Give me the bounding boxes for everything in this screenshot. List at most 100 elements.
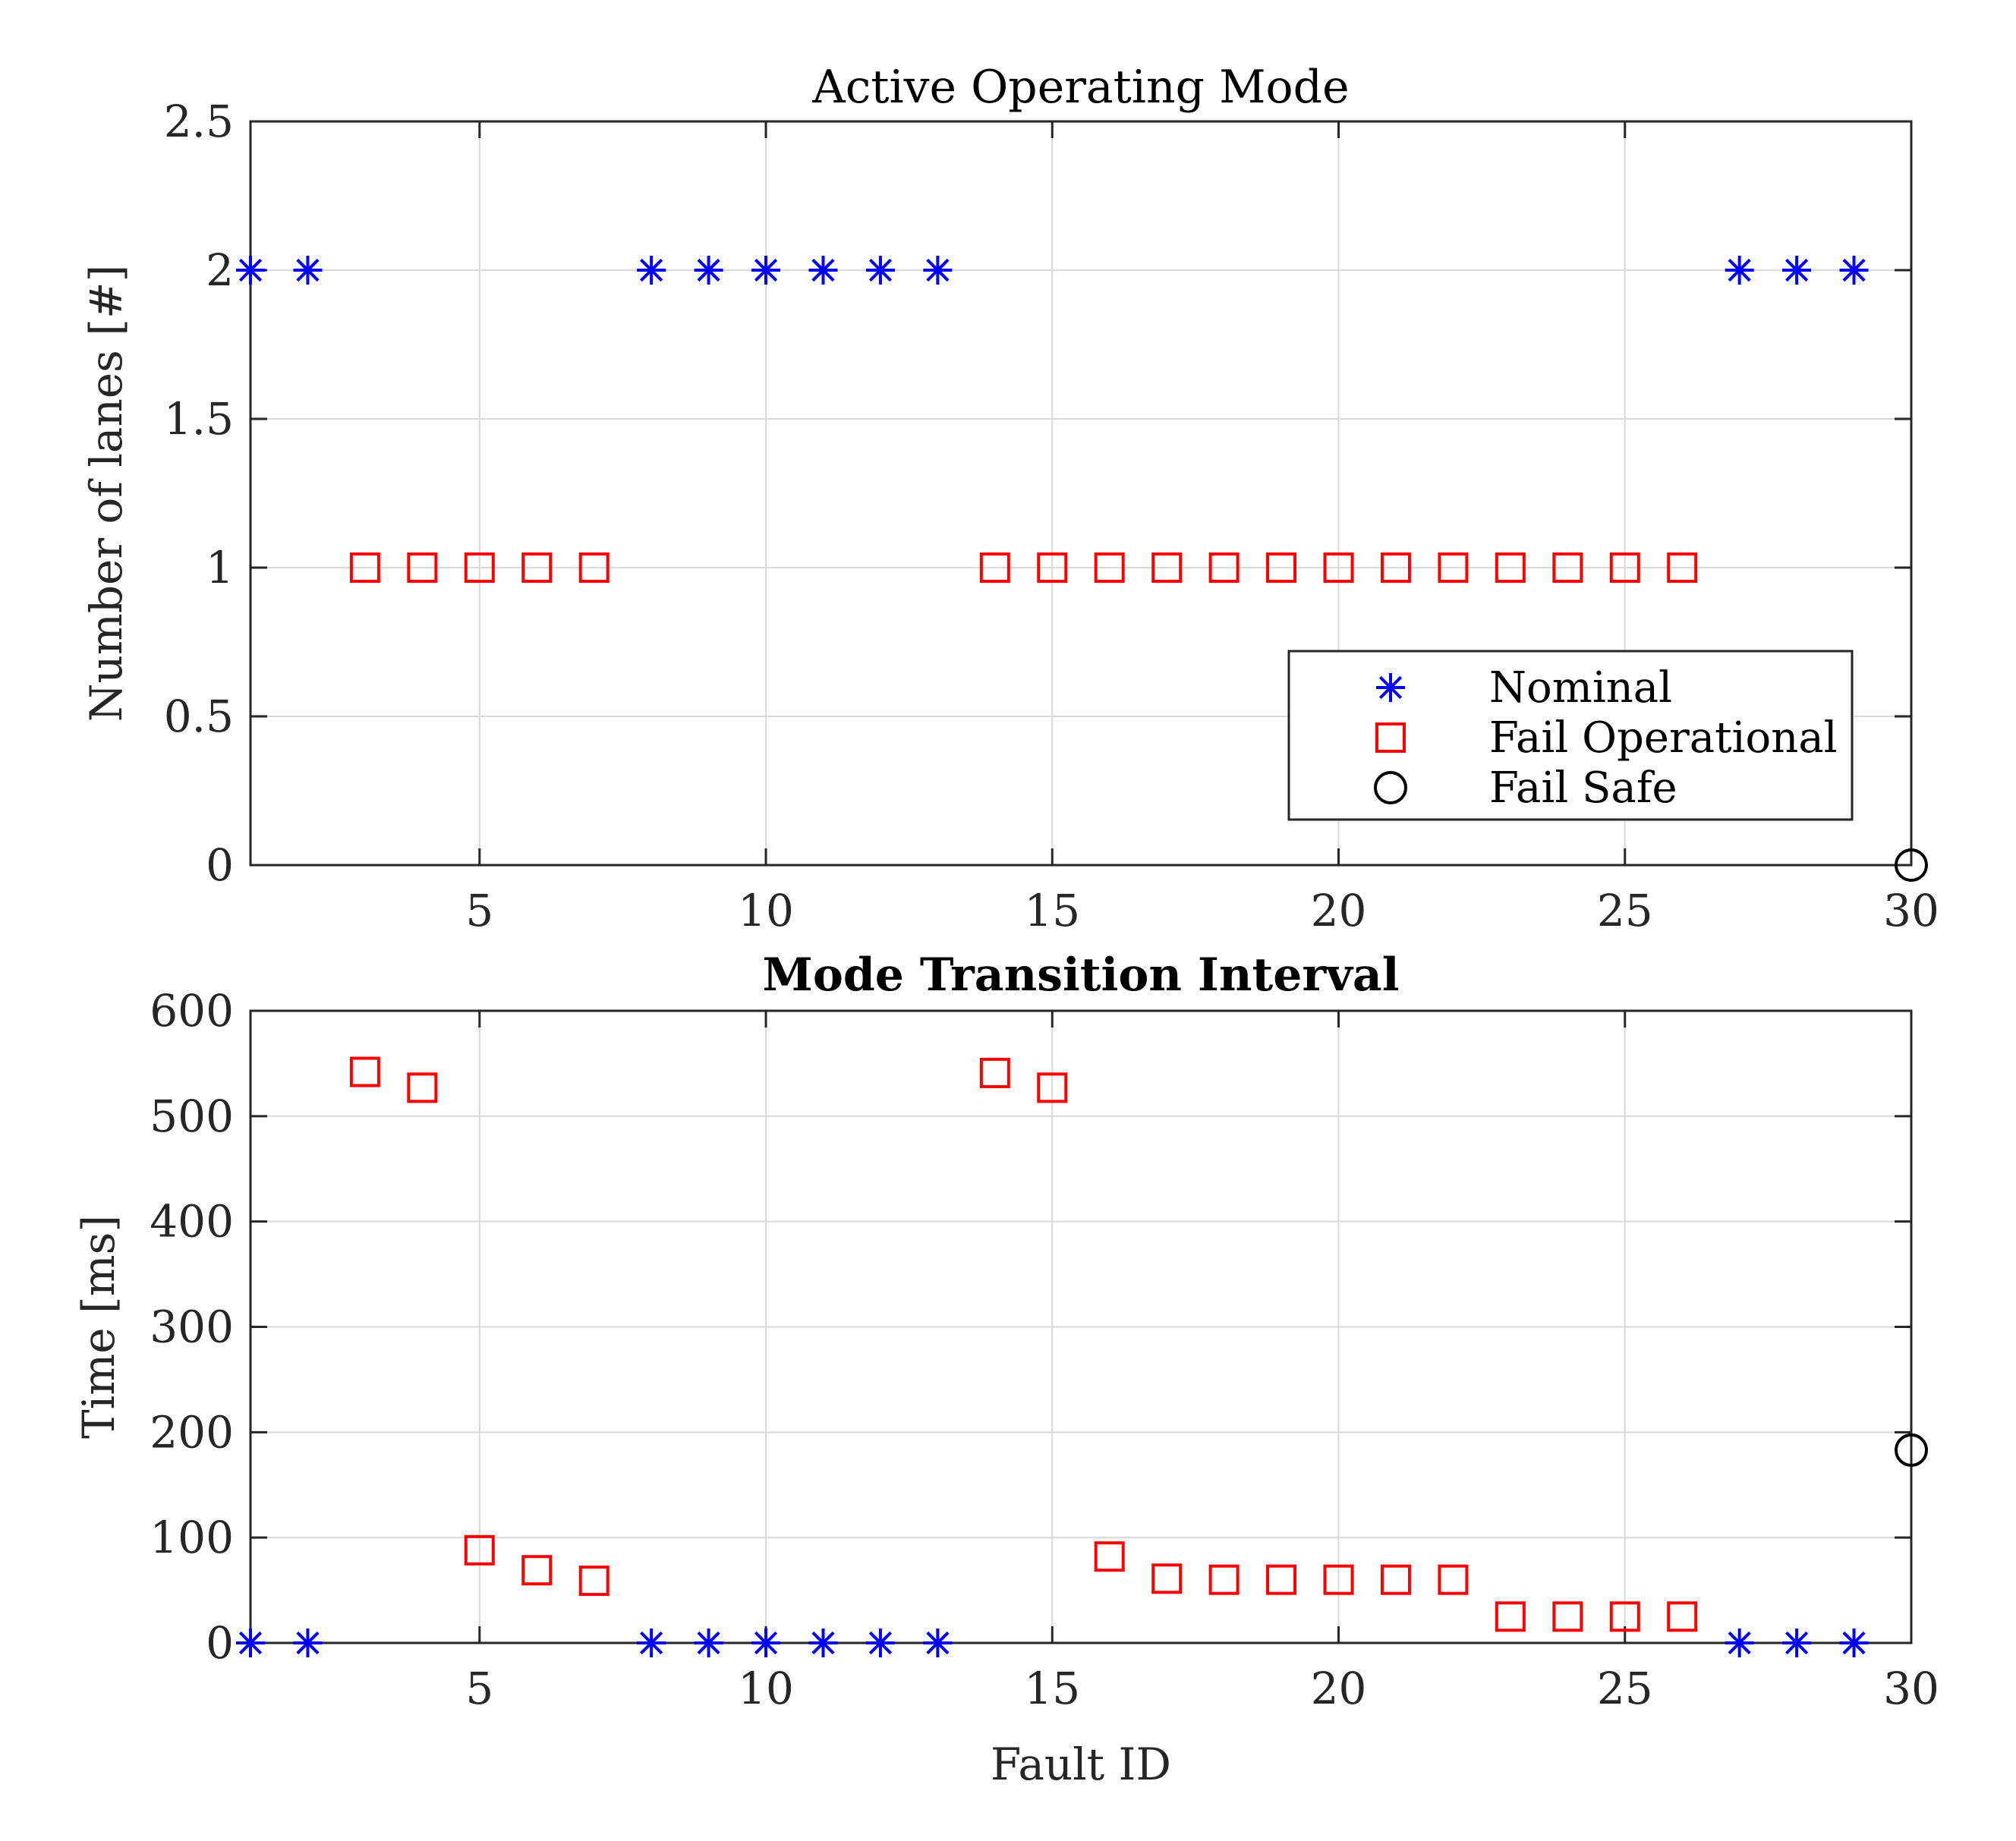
tick-labels: 5 10 15 20 25 30 0 0.5 1 1.5 2 2.5 [164,96,1939,936]
data-point-asterisk [1725,1629,1754,1657]
data-point-asterisk [637,256,666,285]
x-tick-label: 5 [465,1663,493,1714]
legend-marker-asterisk [1376,673,1405,702]
legend-entry: Fail Safe [1374,763,1677,813]
y-axis-label: Number of lanes [#] [80,265,132,722]
data-point-asterisk [1839,256,1869,285]
data-marks [236,1056,1928,1657]
x-tick-label: 15 [1024,885,1080,936]
legend-label: Fail Safe [1489,763,1677,813]
data-point-square [349,552,380,583]
data-point-asterisk [923,1629,953,1657]
data-point-asterisk [637,1629,666,1657]
data-point-square [1208,1564,1240,1595]
data-point-circle [1895,848,1928,882]
data-point-asterisk [1839,1629,1869,1657]
data-point-asterisk [865,1629,895,1657]
data-point-square [1667,552,1698,583]
y-tick-label: 0 [206,1617,234,1669]
legend-entry: Nominal [1376,663,1672,713]
data-point-square [979,1057,1010,1088]
data-point-square [1151,552,1183,583]
x-tick-label: 10 [738,885,794,936]
data-point-square [1438,1564,1469,1595]
data-point-asterisk [1782,256,1812,285]
data-point-square [1552,1601,1583,1632]
x-axis-label: Fault ID [991,1739,1171,1790]
chart-title: Mode Transition Interval [762,949,1399,1002]
data-point-square [578,1566,610,1597]
chart-active-operating-mode: 5 10 15 20 25 30 0 0.5 1 1.5 2 2.5 Active Operating… [80,61,1939,936]
y-tick-label: 600 [150,985,234,1037]
data-point-asterisk [751,1629,781,1657]
axes-frame [249,120,1913,867]
legend-label: Fail Operational [1489,713,1838,763]
data-point-square [979,552,1010,583]
y-axis-label: Time [ms] [73,1215,124,1439]
data-point-square [407,1072,438,1103]
y-tick-label: 1.5 [164,393,234,445]
data-point-square [1380,552,1411,583]
data-point-asterisk [808,256,838,285]
data-point-square [464,1534,495,1566]
data-point-asterisk [808,1629,838,1657]
data-point-square [1323,1564,1354,1595]
data-point-square [349,1056,380,1087]
x-tick-label: 25 [1597,1663,1653,1714]
data-point-square [1266,1564,1297,1595]
y-tick-label: 1 [206,542,234,593]
y-tick-label: 400 [150,1196,234,1248]
data-point-square [1380,1564,1411,1595]
data-point-square [1552,552,1583,583]
data-point-square [1438,552,1469,583]
data-point-asterisk [923,256,953,285]
data-point-square [1037,552,1068,583]
data-point-square [1037,1072,1068,1103]
data-point-square [1266,552,1297,583]
data-point-asterisk [293,256,323,285]
x-tick-label: 20 [1311,1663,1367,1714]
data-point-square [407,552,438,583]
x-tick-label: 30 [1883,1663,1939,1714]
y-tick-label: 300 [150,1301,234,1353]
x-tick-label: 20 [1311,885,1367,936]
x-tick-label: 30 [1883,885,1939,936]
data-point-square [1495,1601,1526,1632]
y-tick-label: 2.5 [164,96,234,147]
chart-title: Active Operating Mode [811,61,1349,114]
legend-entry: Fail Operational [1375,713,1838,763]
data-point-asterisk [1782,1629,1812,1657]
data-point-asterisk [293,1629,323,1657]
x-tick-label: 15 [1024,1663,1080,1714]
data-point-square [578,552,610,583]
data-point-asterisk [865,256,895,285]
data-point-square [1495,552,1526,583]
y-tick-label: 0 [206,839,234,891]
legend-marker-square [1375,722,1406,753]
data-point-square [1609,1601,1640,1632]
y-tick-label: 0.5 [164,691,234,742]
data-point-square [1094,1541,1125,1572]
grid-lines [250,1011,1911,1643]
data-point-asterisk [694,256,723,285]
data-point-square [1609,552,1640,583]
data-point-square [521,1555,553,1586]
data-point-square [1323,552,1354,583]
legend-marker-circle [1374,771,1407,804]
x-tick-label: 5 [465,885,493,936]
data-point-square [1667,1601,1698,1632]
y-tick-label: 500 [150,1090,234,1142]
data-point-square [1094,552,1125,583]
data-point-asterisk [236,1629,265,1657]
data-point-square [464,552,495,583]
legend-label: Nominal [1489,663,1672,713]
data-point-square [521,552,553,583]
y-tick-label: 2 [206,244,234,296]
data-point-asterisk [694,1629,723,1657]
data-point-circle [1895,1433,1928,1467]
